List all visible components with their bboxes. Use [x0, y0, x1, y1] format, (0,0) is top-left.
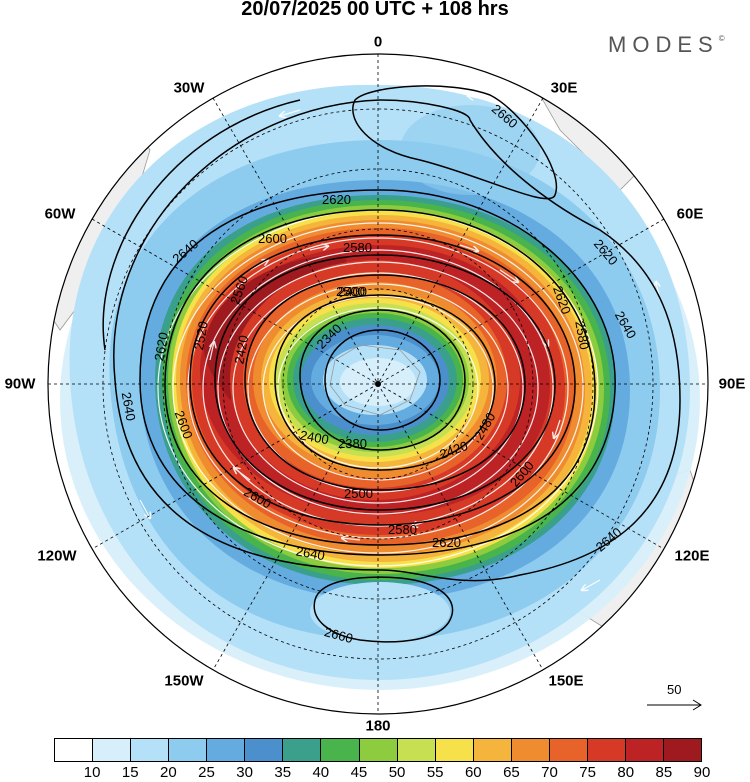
wind-speed-colorbar [54, 738, 702, 762]
colorbar-swatch [435, 739, 474, 761]
copyright-mark: © [718, 34, 725, 43]
lon-label-90e: 90E [718, 375, 746, 393]
colorbar-swatch [664, 739, 702, 761]
colorbar-swatch [93, 739, 132, 761]
antarctica-land [329, 344, 421, 416]
colorbar-tick-label: 30 [236, 764, 253, 781]
colorbar-tick-label: 25 [198, 764, 215, 781]
contour-label: 2380 [338, 436, 367, 451]
lon-label-60w: 60W [44, 205, 76, 223]
wind-reference-label: 50 [667, 682, 682, 697]
contour-label: 2600 [258, 231, 287, 246]
colorbar-swatch [587, 739, 626, 761]
colorbar-swatch [169, 739, 208, 761]
lon-label-90w: 90W [4, 375, 36, 393]
map-title: 20/07/2025 00 UTC + 108 hrs [241, 0, 509, 20]
colorbar-swatch [321, 739, 360, 761]
modes-logo: MODES© [608, 32, 725, 58]
lon-label-30e: 30E [550, 79, 578, 97]
contour-label: 2640 [295, 543, 326, 563]
colorbar-tick-label: 50 [388, 764, 406, 781]
colorbar-tick-label: 85 [655, 764, 673, 781]
colorbar-swatch [207, 739, 246, 761]
colorbar-tick-label: 40 [312, 764, 330, 781]
colorbar-swatch [55, 739, 94, 761]
colorbar-swatch [473, 739, 512, 761]
lon-label-0: 0 [373, 33, 383, 51]
contour-label: 2580 [388, 522, 417, 537]
colorbar-swatch [283, 739, 322, 761]
lon-label-120e: 120E [674, 547, 710, 565]
contour-label: 2500 [344, 486, 373, 501]
wind-reference-arrow-icon [647, 699, 702, 711]
wind-speed-field [48, 54, 708, 714]
lon-label-120w: 120W [37, 547, 77, 565]
contour-label: 2420 [231, 334, 251, 365]
height-contours [102, 85, 681, 643]
colorbar-tick-label: 20 [160, 764, 177, 781]
colorbar-swatch [131, 739, 170, 761]
colorbar-tick-label: 60 [464, 764, 482, 781]
polar-map: 2660 2620 2640 2600 2580 2560 2520 2500 … [47, 53, 709, 715]
colorbar-swatch [549, 739, 588, 761]
colorbar-swatch [625, 739, 664, 761]
contour-label: 2620 [151, 331, 171, 362]
colorbar-tick-label: 70 [541, 764, 558, 781]
contour-label: 2660 [323, 624, 355, 646]
contour-label: 2400 [299, 427, 330, 447]
colorbar-tick-label: 75 [579, 764, 596, 781]
contour-label: 2620 [322, 192, 351, 207]
lon-label-180: 180 [365, 717, 391, 735]
lon-label-150w: 150W [164, 672, 204, 690]
contour-label: 2640 [119, 391, 139, 422]
lon-label-30w: 30W [173, 79, 205, 97]
colorbar-tick-label: 90 [693, 764, 711, 781]
contour-label: 2400 [338, 284, 367, 299]
colorbar-swatch [397, 739, 436, 761]
lon-label-60e: 60E [676, 205, 704, 223]
colorbar-tick-label: 80 [617, 764, 635, 781]
colorbar-ticks: 10 15 20 25 30 35 40 45 50 55 60 65 70 75 80 85 90 [54, 764, 711, 782]
lon-label-150e: 150E [548, 672, 584, 690]
colorbar-swatch [511, 739, 550, 761]
colorbar-tick-label: 15 [121, 764, 139, 781]
contour-label: 2620 [432, 535, 461, 550]
colorbar-tick-label: 35 [274, 764, 292, 781]
contour-label: 2580 [572, 320, 592, 351]
colorbar-tick-label: 55 [426, 764, 444, 781]
map-border [47, 53, 709, 715]
colorbar-swatch [245, 739, 284, 761]
contour-label: 2500 [336, 284, 365, 299]
colorbar-tick-label: 45 [350, 764, 368, 781]
south-pole-marker [375, 381, 381, 387]
logo-text: MODES [608, 32, 719, 57]
contour-label: 2580 [343, 240, 372, 255]
contour-label: 2520 [191, 320, 211, 351]
colorbar-swatch [359, 739, 398, 761]
colorbar-tick-label: 65 [503, 764, 520, 781]
colorbar-tick-label: 10 [83, 764, 101, 781]
